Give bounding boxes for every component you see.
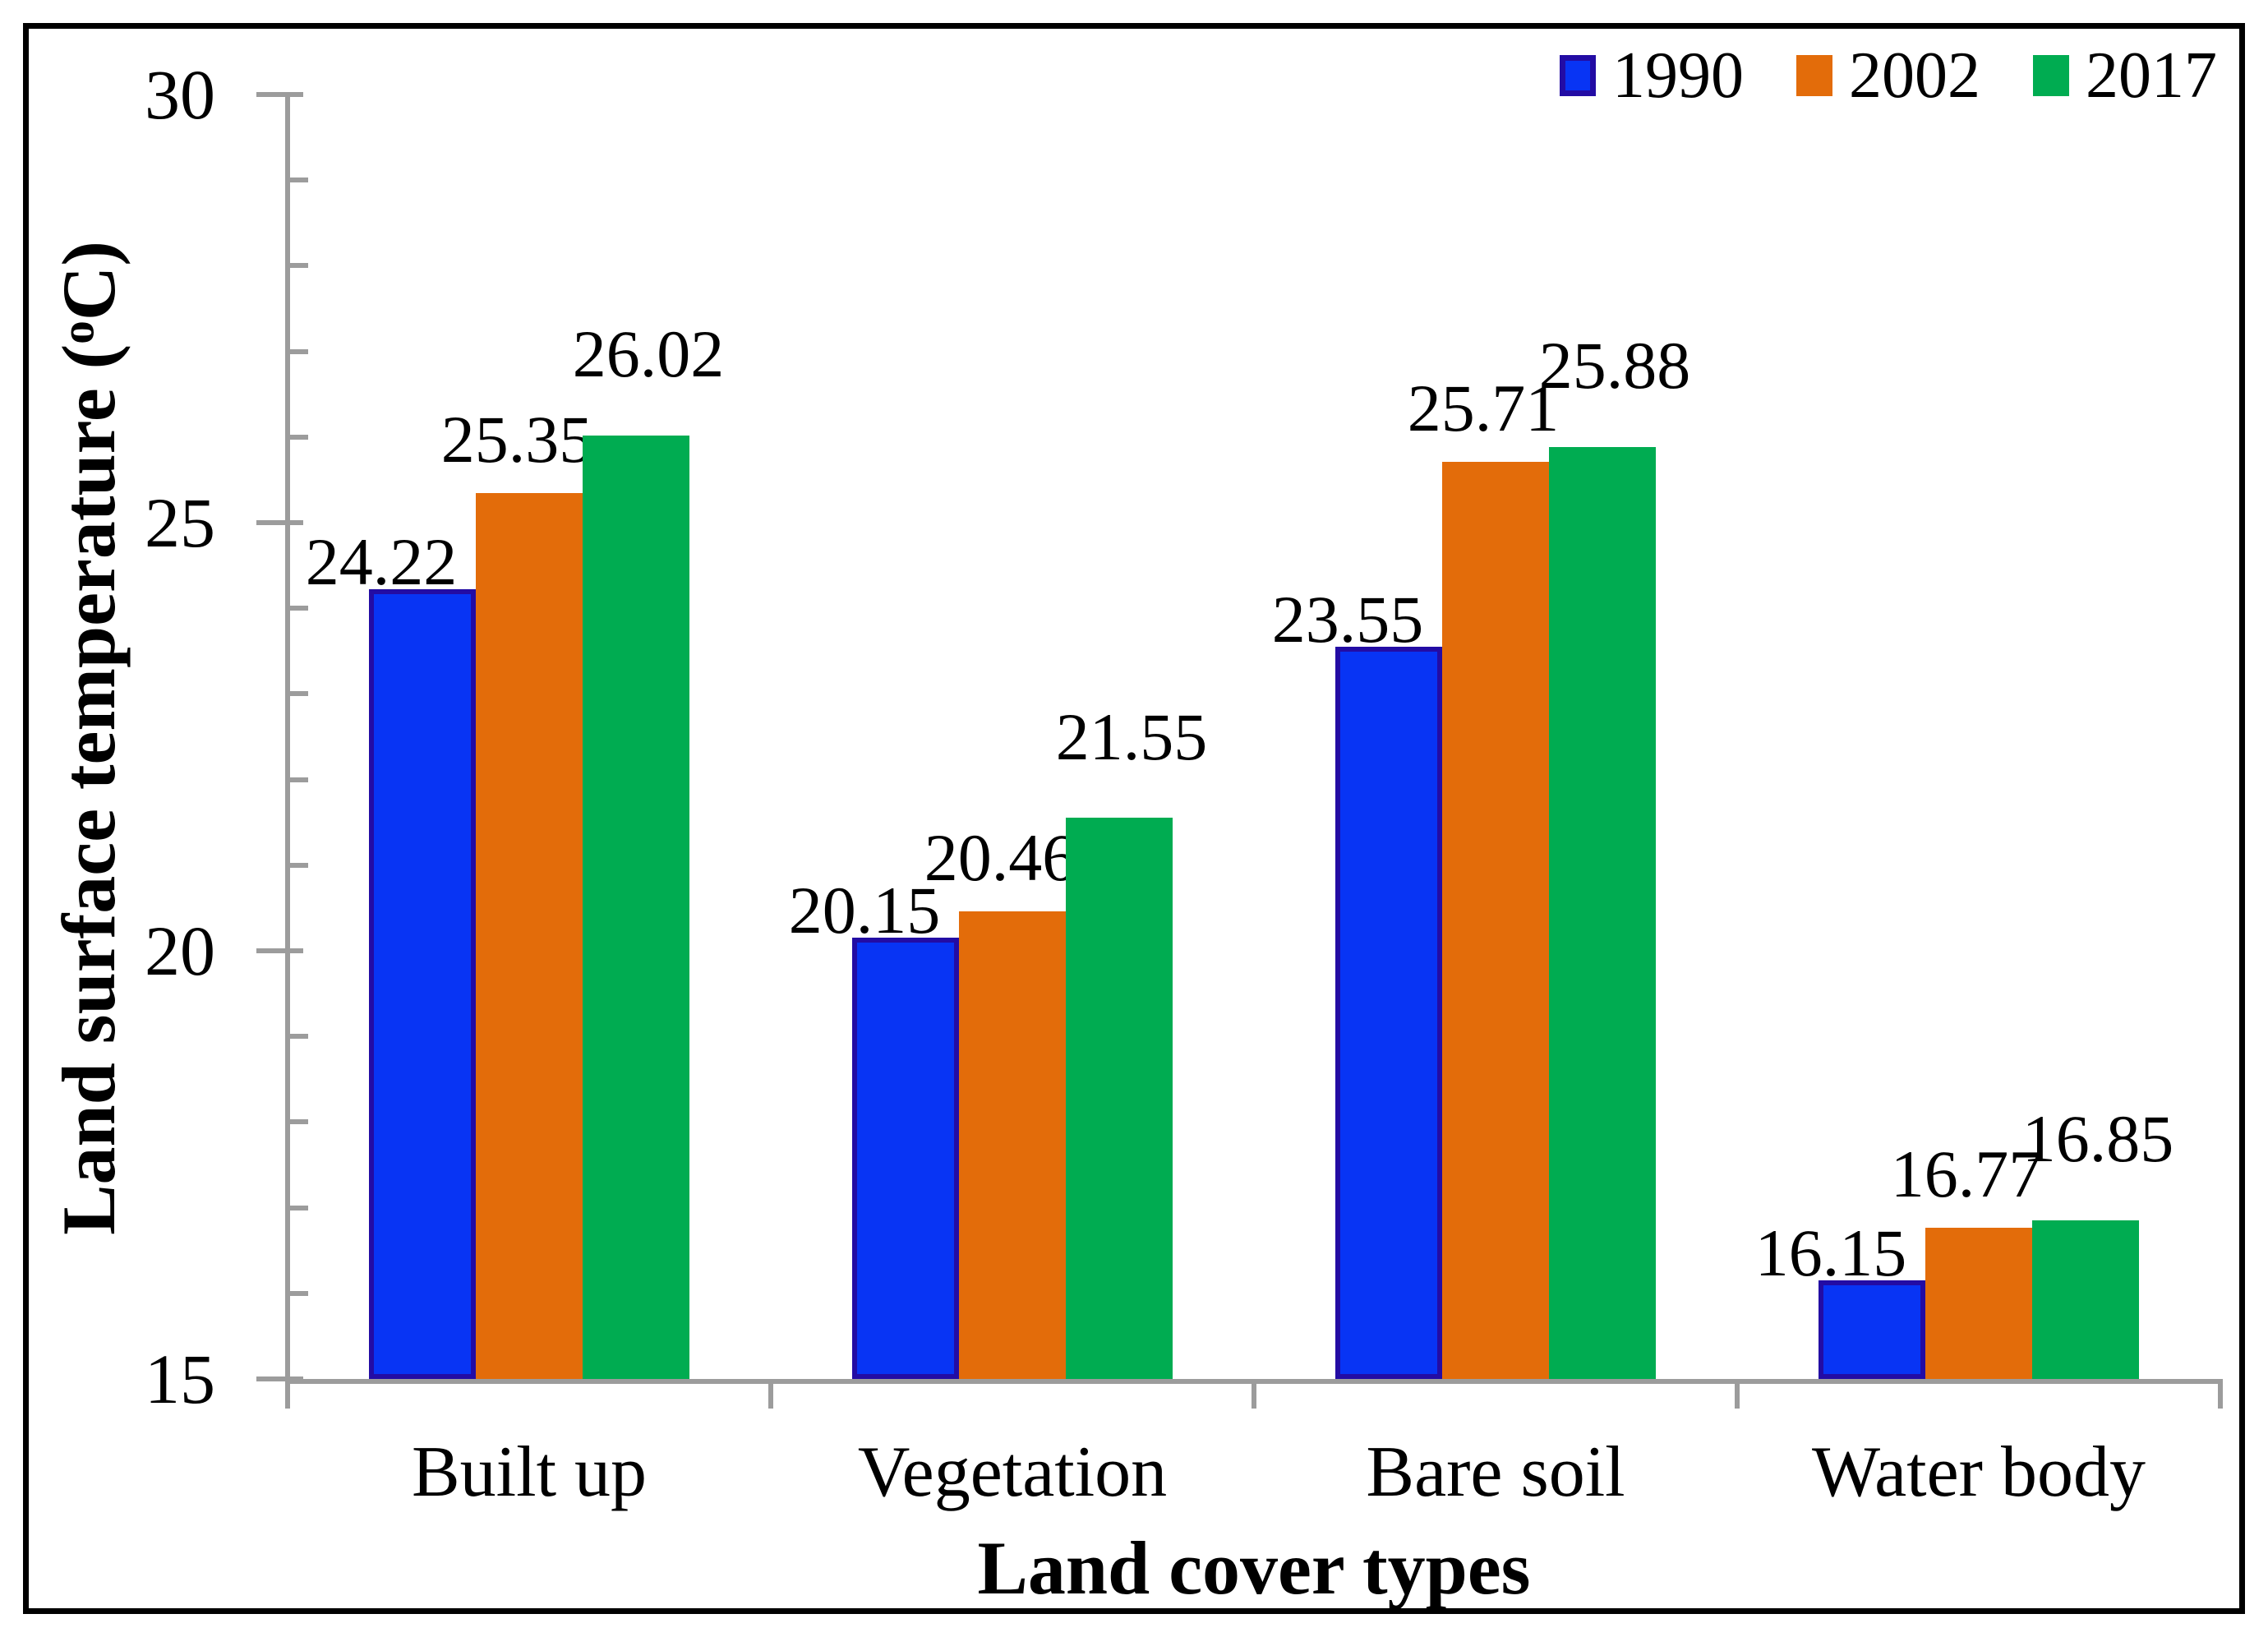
x-boundary-tick-1 — [768, 1384, 773, 1409]
data-label-2002-2: 25.71 — [1407, 371, 1560, 446]
x-tick-label-vegetation: Vegetation — [857, 1432, 1168, 1512]
legend-label-2017: 2017 — [2086, 39, 2217, 112]
bar-vegetation-1990 — [852, 938, 959, 1379]
bar-bare-soil-2017 — [1549, 447, 1656, 1379]
legend-marker-2002 — [1796, 55, 1832, 96]
bar-water-body-1990 — [1819, 1280, 1925, 1379]
legend: 1990 2002 2017 — [1560, 43, 2217, 108]
bar-water-body-2002 — [1925, 1227, 2032, 1379]
y-minor-tick-17 — [290, 1205, 308, 1210]
y-tick-label-15: 15 — [145, 1340, 215, 1418]
data-label-2017-3: 16.85 — [2021, 1101, 2174, 1177]
legend-item-1990: 1990 — [1560, 43, 1744, 108]
legend-item-2002: 2002 — [1796, 43, 1980, 108]
y-major-tick-15 — [256, 1376, 303, 1381]
y-minor-tick-23 — [290, 691, 308, 697]
y-minor-tick-27 — [290, 348, 308, 354]
legend-marker-1990 — [1560, 55, 1596, 96]
bar-vegetation-2017 — [1066, 818, 1173, 1379]
y-minor-tick-26 — [290, 434, 308, 440]
x-tick-label-built-up: Built up — [411, 1432, 648, 1512]
bar-vegetation-2002 — [959, 911, 1066, 1379]
y-minor-tick-18 — [290, 1119, 308, 1125]
x-axis-line — [285, 1379, 2223, 1384]
bar-bare-soil-1990 — [1335, 647, 1442, 1379]
data-label-2017-2: 25.88 — [1538, 328, 1691, 403]
data-label-2002-3: 16.77 — [1890, 1136, 2043, 1211]
legend-marker-2017 — [2033, 55, 2069, 96]
x-tick-label-water-body: Water body — [1812, 1432, 2146, 1512]
x-boundary-tick-3 — [1735, 1384, 1740, 1409]
y-minor-tick-28 — [290, 263, 308, 269]
y-axis-title-suffix: C) — [47, 241, 131, 321]
data-label-2002-0: 25.35 — [440, 401, 593, 477]
bar-bare-soil-2002 — [1442, 462, 1549, 1379]
bar-built-up-2002 — [476, 492, 583, 1379]
bar-built-up-2017 — [583, 435, 689, 1379]
bar-built-up-1990 — [369, 589, 476, 1379]
legend-label-1990: 1990 — [1612, 39, 1744, 112]
y-minor-tick-22 — [290, 777, 308, 782]
legend-item-2017: 2017 — [2033, 43, 2217, 108]
data-label-1990-2: 23.55 — [1271, 582, 1424, 657]
x-boundary-tick-0 — [285, 1384, 290, 1409]
x-axis-title: Land cover types — [977, 1526, 1531, 1610]
data-label-1990-3: 16.15 — [1754, 1215, 1907, 1291]
data-label-2017-1: 21.55 — [1055, 699, 1208, 774]
y-tick-label-20: 20 — [145, 911, 215, 990]
x-boundary-tick-4 — [2218, 1384, 2223, 1409]
chart-outer-frame — [23, 23, 2245, 1614]
y-axis-title: Land surface temperature (oC) — [47, 241, 131, 1235]
bar-water-body-2017 — [2032, 1220, 2139, 1379]
data-label-1990-1: 20.15 — [788, 873, 941, 948]
x-boundary-tick-2 — [1252, 1384, 1256, 1409]
y-major-tick-20 — [256, 948, 303, 953]
y-tick-label-30: 30 — [145, 55, 215, 134]
y-tick-label-25: 25 — [145, 483, 215, 562]
x-tick-label-bare-soil: Bare soil — [1366, 1432, 1625, 1512]
y-axis-line — [285, 92, 290, 1408]
data-label-2002-1: 20.46 — [924, 820, 1076, 896]
y-minor-tick-21 — [290, 862, 308, 868]
y-axis-title-prefix: Land surface temperature ( — [47, 344, 131, 1235]
legend-label-2002: 2002 — [1849, 39, 1980, 112]
y-major-tick-30 — [256, 92, 303, 97]
y-axis-title-superscript: o — [52, 320, 104, 344]
y-major-tick-25 — [256, 520, 303, 525]
data-label-1990-0: 24.22 — [305, 524, 458, 600]
y-minor-tick-19 — [290, 1034, 308, 1040]
y-minor-tick-24 — [290, 606, 308, 611]
y-minor-tick-29 — [290, 178, 308, 183]
y-minor-tick-16 — [290, 1290, 308, 1296]
data-label-2017-0: 26.02 — [572, 316, 725, 391]
